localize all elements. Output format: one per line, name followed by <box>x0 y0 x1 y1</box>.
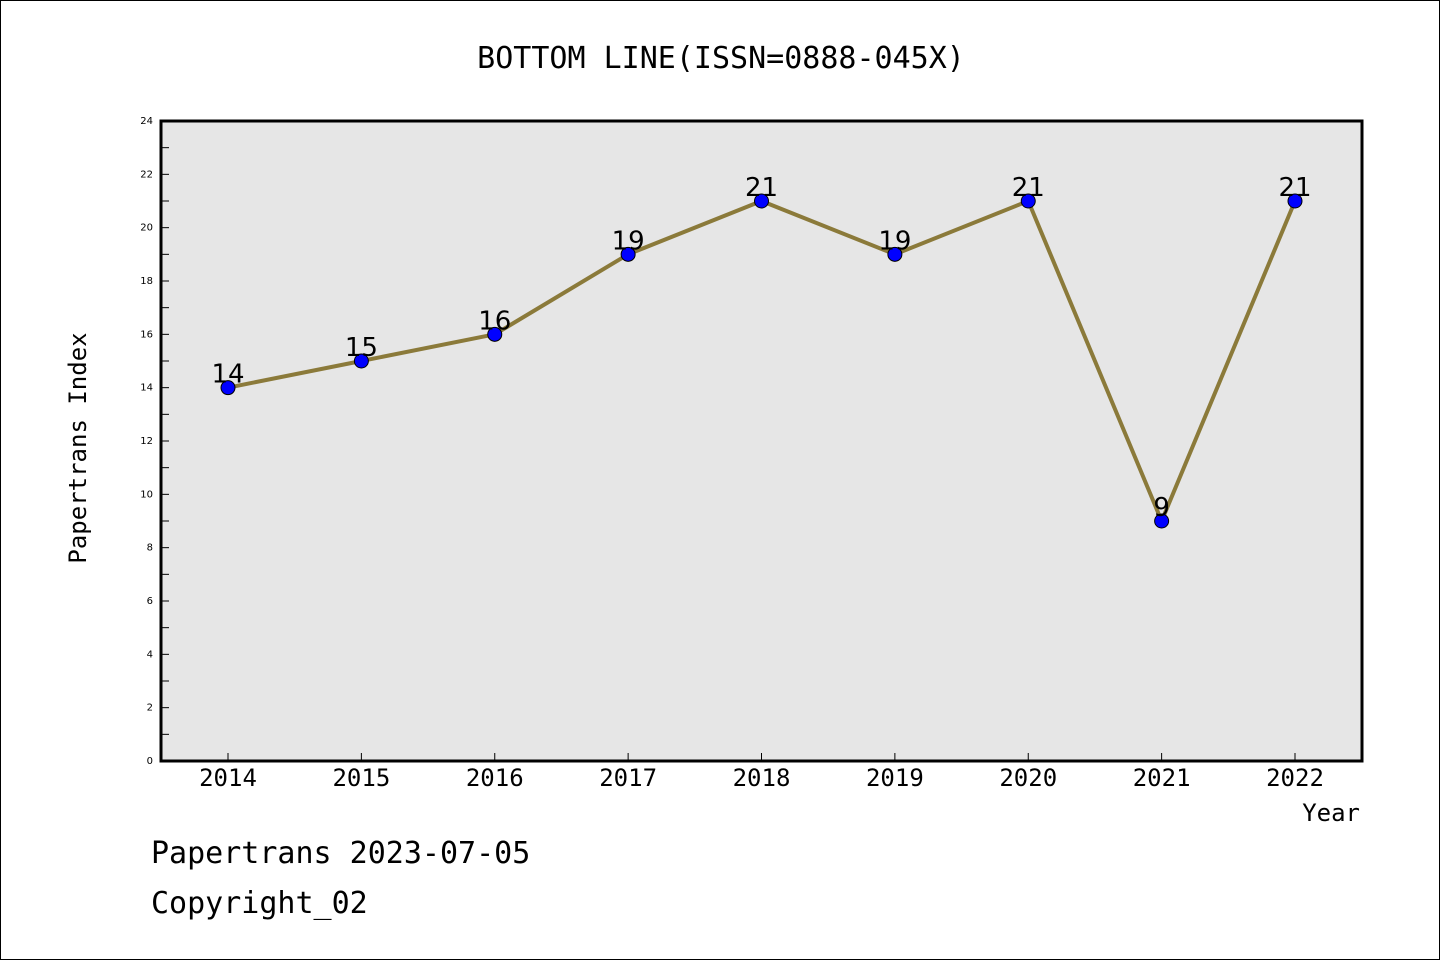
x-tick-label: 2018 <box>733 764 791 792</box>
y-tick-label: 18 <box>140 276 153 287</box>
y-tick-label: 4 <box>147 649 153 660</box>
data-label: 21 <box>1278 173 1311 203</box>
data-point <box>353 353 369 369</box>
data-label: 21 <box>745 173 778 203</box>
data-label: 16 <box>478 306 511 336</box>
x-tick-label: 2015 <box>332 764 390 792</box>
data-label: 15 <box>345 333 378 363</box>
data-point <box>620 246 636 262</box>
data-point <box>1287 193 1303 209</box>
data-label: 19 <box>612 226 645 256</box>
x-tick-label: 2022 <box>1266 764 1324 792</box>
data-point <box>1154 513 1170 529</box>
footer-copyright: Copyright_02 <box>151 886 368 921</box>
x-tick-label: 2020 <box>999 764 1057 792</box>
x-tick-label: 2016 <box>466 764 524 792</box>
x-axis-label: Year <box>1302 799 1360 827</box>
y-tick-label: 20 <box>140 223 153 234</box>
x-tick-label: 2014 <box>199 764 257 792</box>
y-tick-label: 8 <box>147 543 153 554</box>
x-tick-label: 2019 <box>866 764 924 792</box>
y-tick-label: 10 <box>140 489 153 500</box>
y-tick-label: 12 <box>140 436 153 447</box>
data-point <box>1020 193 1036 209</box>
y-tick-label: 2 <box>147 703 153 714</box>
x-axis: 2014 2015 2016 2017 2018 2019 2020 2021 2022 <box>199 753 1324 792</box>
data-point <box>887 246 903 262</box>
x-tick-label: 2017 <box>599 764 657 792</box>
series-layer: 14 15 16 19 21 19 21 9 21 <box>211 173 1312 529</box>
data-point <box>220 380 236 396</box>
y-tick-label: 0 <box>147 756 153 767</box>
chart-title: BOTTOM LINE(ISSN=0888-045X) <box>477 41 965 76</box>
data-label: 19 <box>878 226 911 256</box>
data-label: 21 <box>1012 173 1045 203</box>
data-point <box>754 193 769 209</box>
data-point <box>487 326 503 342</box>
y-tick-label: 14 <box>140 383 153 394</box>
y-tick-label: 24 <box>140 116 153 127</box>
x-tick-label: 2021 <box>1133 764 1191 792</box>
data-label: 14 <box>211 360 244 390</box>
y-tick-label: 22 <box>140 169 153 180</box>
y-tick-label: 6 <box>147 596 153 607</box>
data-label: 9 <box>1153 493 1170 523</box>
footer-source: Papertrans 2023-07-05 <box>151 836 531 871</box>
y-axis-label: Papertrans Index <box>64 332 92 563</box>
y-tick-label: 16 <box>140 329 153 340</box>
plot-area <box>159 119 1364 763</box>
